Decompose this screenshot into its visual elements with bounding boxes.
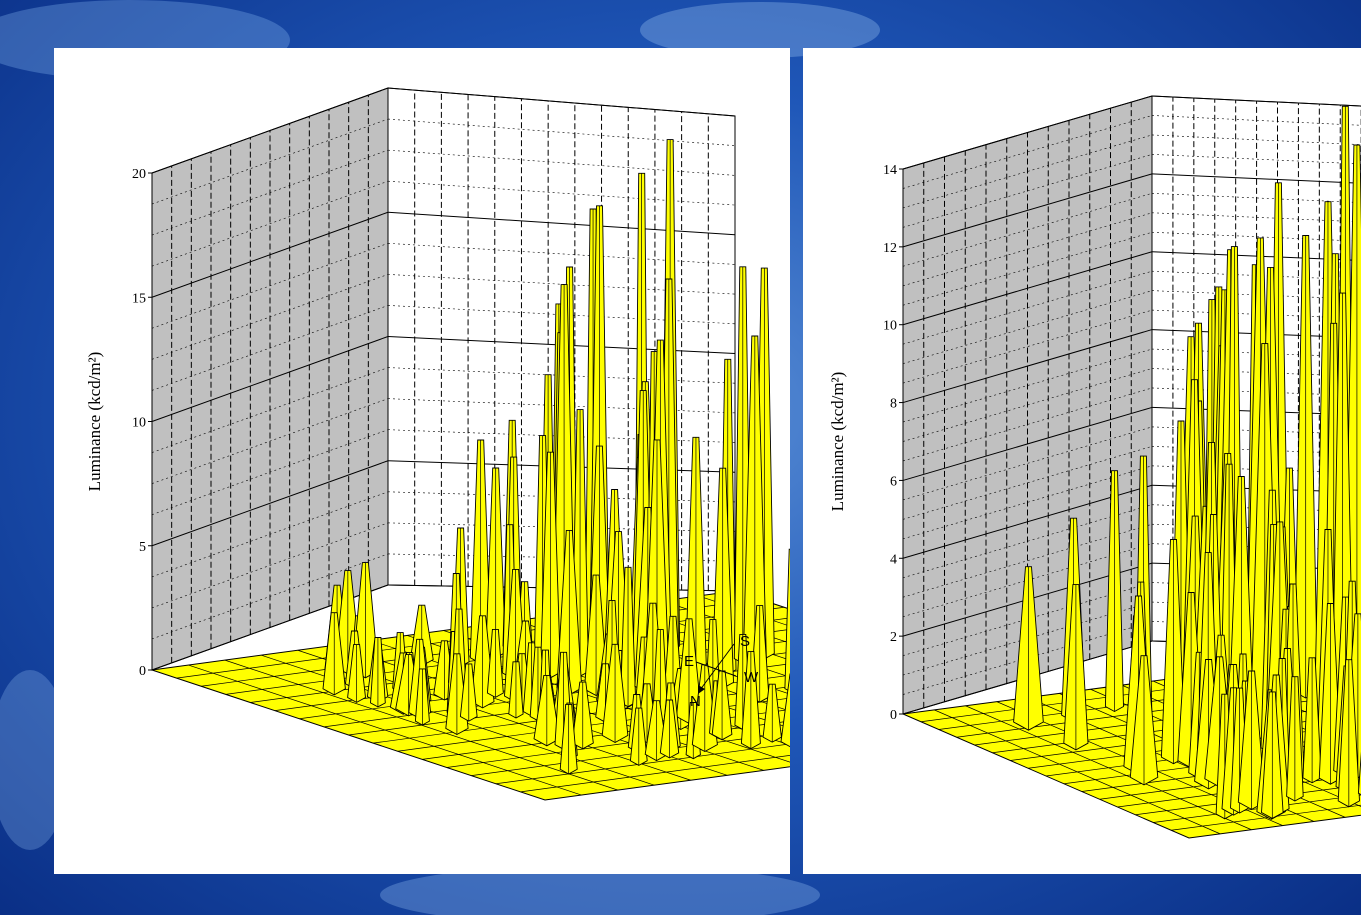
floor-gridline (1117, 774, 1361, 808)
wall-minor-gridline (902, 193, 1153, 267)
wall-minor-gridline (902, 309, 1153, 384)
wall-minor-gridline (902, 426, 1153, 501)
wall-gridline (387, 211, 736, 236)
y-tick-label: 10 (883, 319, 897, 334)
y-tick-label: 2 (890, 630, 897, 645)
y-tick-label: 20 (132, 167, 146, 182)
surface-peak (1357, 751, 1361, 796)
right-chart-panel: 0 2 4 6 8 10 12 14 Luminance (kcd/m²) (803, 48, 1361, 874)
wall-minor-gridline (902, 290, 1153, 364)
y-tick-label: 0 (890, 708, 897, 723)
y-axis-label: Luminance (kcd/m²) (828, 372, 847, 512)
wall-minor-gridline (387, 118, 736, 146)
compass-label-top: S (740, 633, 750, 650)
y-tick-label: 4 (890, 552, 897, 567)
y-tick-label: 6 (890, 474, 897, 489)
wall-minor-gridline (151, 522, 389, 609)
y-tick-label: 8 (890, 397, 897, 412)
surface-peak (780, 673, 790, 748)
wall-minor-gridline (151, 398, 389, 484)
wall-gridline (902, 173, 1153, 248)
y-tick-label: 0 (139, 664, 146, 679)
compass-label-bottom: N (690, 693, 701, 710)
y-tick-label: 14 (883, 163, 897, 178)
compass-rose: S E W N (684, 633, 759, 710)
y-tick-label: 5 (139, 540, 146, 555)
left-luminance-surface-chart: 0 5 10 15 20 Luminance (kcd/m²) S E W N (85, 87, 790, 801)
floor-gridline (520, 754, 790, 793)
y-tick-label: 12 (883, 241, 897, 256)
compass-label-left: E (684, 653, 694, 670)
wall-minor-gridline (151, 180, 389, 267)
floor-gridline (446, 720, 790, 768)
wall-gridline (151, 460, 389, 547)
wall-gridline (387, 87, 736, 117)
compass-arrow-icon (698, 685, 705, 694)
y-tick-label: 10 (132, 416, 146, 431)
wall-minor-gridline (151, 243, 389, 329)
compass-ns-line (699, 643, 735, 691)
surface-peak (784, 548, 790, 692)
floor-gridline (1171, 804, 1361, 831)
y-tick-label: 15 (132, 291, 146, 306)
right-luminance-surface-chart: 0 2 4 6 8 10 12 14 Luminance (kcd/m²) (828, 95, 1361, 839)
wall-minor-gridline (151, 118, 389, 205)
y-axis-label: Luminance (kcd/m²) (85, 352, 104, 492)
wall-gridline (902, 406, 1153, 481)
compass-label-right: W (744, 669, 759, 686)
left-chart-panel: 0 5 10 15 20 Luminance (kcd/m²) S E W N (54, 48, 790, 874)
wall-minor-gridline (1151, 154, 1361, 165)
